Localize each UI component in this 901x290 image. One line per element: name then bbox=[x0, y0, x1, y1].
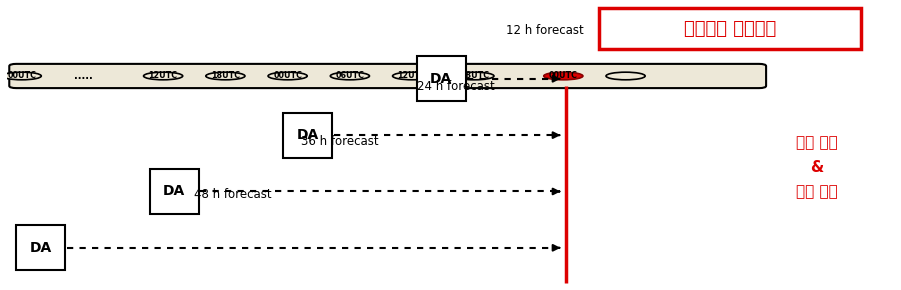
Text: 12UTC: 12UTC bbox=[397, 72, 427, 81]
Text: 12UTC: 12UTC bbox=[149, 72, 177, 81]
Ellipse shape bbox=[143, 72, 183, 80]
FancyBboxPatch shape bbox=[283, 113, 332, 158]
Text: 12 h forecast: 12 h forecast bbox=[505, 23, 583, 37]
Ellipse shape bbox=[606, 72, 645, 80]
Text: 24 h forecast: 24 h forecast bbox=[416, 80, 495, 93]
Text: 00UTC: 00UTC bbox=[549, 72, 578, 81]
Ellipse shape bbox=[2, 72, 41, 80]
FancyBboxPatch shape bbox=[150, 169, 199, 214]
Text: DA: DA bbox=[430, 72, 452, 86]
FancyBboxPatch shape bbox=[599, 8, 861, 49]
FancyBboxPatch shape bbox=[416, 56, 466, 101]
Text: 36 h forecast: 36 h forecast bbox=[301, 135, 378, 148]
FancyBboxPatch shape bbox=[9, 64, 766, 88]
Ellipse shape bbox=[455, 72, 494, 80]
Text: .....: ..... bbox=[74, 71, 93, 81]
Text: 18UTC: 18UTC bbox=[211, 72, 240, 81]
Text: 분석 검증
&
관측 검증: 분석 검증 & 관측 검증 bbox=[796, 135, 838, 200]
Ellipse shape bbox=[268, 72, 307, 80]
Text: 동아시아 강수사레: 동아시아 강수사레 bbox=[684, 20, 776, 38]
FancyBboxPatch shape bbox=[16, 225, 65, 270]
Ellipse shape bbox=[544, 72, 583, 80]
Text: 18UTC: 18UTC bbox=[460, 72, 489, 81]
Text: 00UTC: 00UTC bbox=[7, 72, 36, 81]
Text: DA: DA bbox=[30, 241, 52, 255]
Text: 00UTC: 00UTC bbox=[273, 72, 302, 81]
Ellipse shape bbox=[393, 72, 432, 80]
Text: 06UTC: 06UTC bbox=[335, 72, 364, 81]
Text: DA: DA bbox=[163, 184, 186, 198]
Text: DA: DA bbox=[296, 128, 319, 142]
Text: 48 h forecast: 48 h forecast bbox=[195, 188, 272, 201]
Ellipse shape bbox=[331, 72, 369, 80]
Ellipse shape bbox=[205, 72, 245, 80]
